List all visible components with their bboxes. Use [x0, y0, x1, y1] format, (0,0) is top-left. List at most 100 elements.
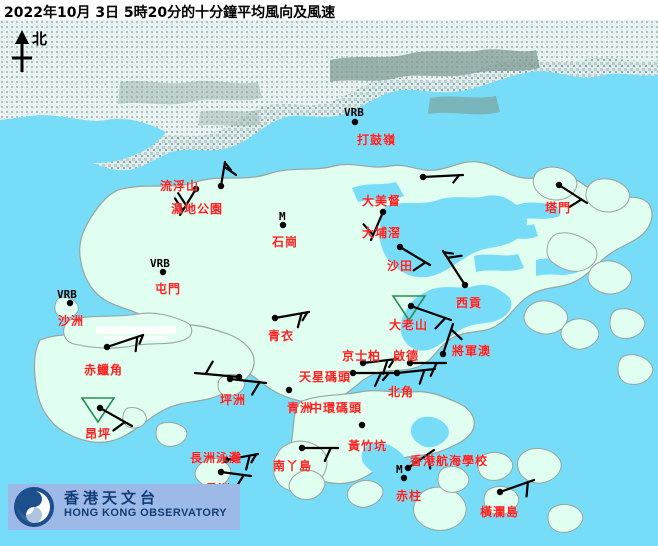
station-marker: [298, 444, 340, 463]
station-marker: [441, 249, 469, 289]
station-marker: [222, 452, 260, 471]
station-dot[interactable]: [496, 488, 504, 496]
station-dot[interactable]: [103, 343, 111, 351]
station-dot[interactable]: [66, 299, 74, 307]
station-label: 大老山: [389, 318, 429, 332]
station-dot[interactable]: [226, 375, 234, 383]
station-marker: [279, 221, 287, 229]
station-dot[interactable]: [298, 444, 306, 452]
station-label: 塔門: [545, 201, 572, 215]
station-label: 青衣: [268, 329, 295, 343]
station-dot[interactable]: [349, 369, 357, 377]
station-marker: [439, 322, 463, 358]
station-label: 打鼓嶺: [357, 133, 397, 147]
station-dot[interactable]: [217, 468, 225, 476]
station-label: 坪洲: [220, 393, 247, 407]
station-label: 南丫島: [273, 459, 313, 473]
station-marker: [66, 299, 74, 307]
logo-chinese-text: 香港天文台: [64, 489, 160, 507]
station-label: 天星碼頭: [299, 370, 352, 384]
station-marker: [217, 160, 238, 190]
wind-barb-half: [138, 333, 145, 345]
station-label: 北角: [388, 385, 415, 399]
station-label: 大美督: [362, 194, 402, 208]
station-label: 青洲: [287, 401, 314, 415]
wind-barb-shaft: [421, 173, 465, 179]
station-label: 中環碼頭: [310, 401, 363, 415]
wind-barb-full: [223, 165, 238, 176]
wind-barb-half: [301, 311, 309, 322]
station-dot[interactable]: [159, 268, 167, 276]
wind-barb-shaft: [219, 160, 227, 188]
wind-barb-full: [381, 359, 389, 375]
station-dot[interactable]: [379, 208, 387, 216]
wind-barb-shaft: [219, 470, 253, 478]
north-label: 北: [32, 30, 48, 48]
station-dot[interactable]: [192, 185, 200, 193]
station-marker: [555, 181, 589, 209]
station-marker: [271, 310, 311, 329]
variable-wind-flag: VRB: [150, 257, 170, 270]
station-dot[interactable]: [404, 464, 412, 472]
wind-barb-full: [525, 481, 529, 498]
station-marker: [349, 369, 395, 388]
station-label: 濕地公園: [171, 202, 224, 216]
geography-layer: [0, 20, 658, 546]
hko-badge-icon: [14, 487, 54, 527]
page-title: 2022年10月 3日 5時20分的十分鐘平均風向及風速: [4, 5, 336, 21]
wind-barb-shaft: [361, 357, 399, 365]
station-dot[interactable]: [235, 373, 243, 381]
station-label: 橫瀾島: [480, 505, 520, 519]
wind-barb-full: [173, 197, 184, 212]
station-dot[interactable]: [407, 302, 415, 310]
station-dot[interactable]: [222, 456, 230, 464]
station-label: 啟德: [393, 349, 420, 363]
wind-barb-shaft: [557, 183, 589, 205]
station-dot[interactable]: [279, 221, 287, 229]
wind-barb-half: [223, 161, 232, 171]
station-marker: [159, 268, 167, 276]
wind-barb-full: [412, 261, 427, 272]
wind-barb-half: [381, 371, 391, 382]
wind-barb-full: [568, 198, 583, 209]
wind-barb-full: [362, 223, 375, 237]
wind-barb-full: [426, 453, 432, 470]
station-dot[interactable]: [285, 386, 293, 394]
station-label: 赤柱: [396, 489, 423, 503]
north-arrow: 北: [6, 28, 66, 76]
wind-barb-full: [446, 254, 463, 259]
station-marker: [400, 474, 408, 482]
station-dot[interactable]: [351, 118, 359, 126]
wind-barb-layer: [66, 118, 589, 498]
station-label: 石崗: [272, 235, 299, 249]
station-dot[interactable]: [439, 350, 447, 358]
station-dot[interactable]: [396, 243, 404, 251]
station-marker: [396, 243, 432, 272]
station-dot[interactable]: [419, 173, 427, 181]
wind-barb-full: [134, 335, 139, 353]
station-label: 昂坪: [85, 427, 112, 441]
station-dot[interactable]: [359, 359, 367, 367]
station-label: 長洲泳灘: [190, 451, 243, 465]
wind-barb-full: [251, 381, 261, 396]
title-bar: 2022年10月 3日 5時20分的十分鐘平均風向及風速: [0, 0, 658, 21]
station-dot[interactable]: [400, 474, 408, 482]
station-marker: [393, 367, 437, 385]
station-marker: [103, 333, 145, 353]
station-dot[interactable]: [393, 369, 401, 377]
wind-barb-full: [450, 328, 463, 341]
wind-barb-full: [112, 420, 127, 432]
wind-barb-shaft: [395, 367, 437, 375]
station-dot[interactable]: [358, 421, 366, 429]
station-marker: [419, 173, 465, 184]
wind-barb-shaft: [406, 448, 436, 470]
station-dot[interactable]: [271, 314, 279, 322]
station-dot[interactable]: [461, 281, 469, 289]
north-arrow-icon: [12, 30, 32, 72]
station-dot[interactable]: [96, 404, 104, 412]
station-label: 流浮山: [160, 179, 200, 193]
station-label: 香港航海學校: [410, 454, 489, 468]
station-dot[interactable]: [555, 181, 563, 189]
station-dot[interactable]: [406, 359, 414, 367]
station-dot[interactable]: [217, 182, 225, 190]
